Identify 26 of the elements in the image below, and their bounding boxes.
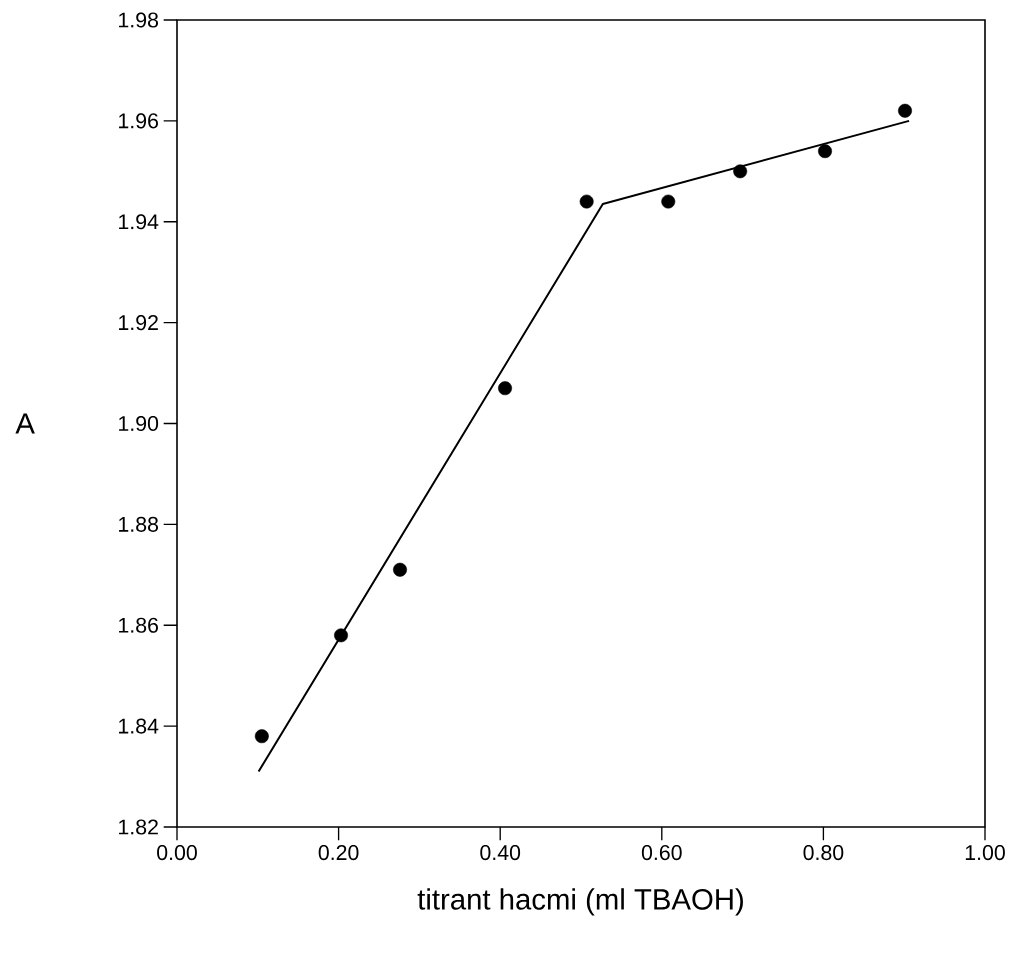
point (661, 194, 676, 209)
y-tick-label: 1.88 (119, 516, 159, 532)
y-axis-title: A (15, 413, 35, 434)
x-tick-label: 0.00 (157, 845, 197, 861)
point (498, 381, 512, 396)
y-tick-label: 1.98 (119, 12, 159, 28)
x-axis-title: titrant hacmi (ml TBAOH) (417, 888, 743, 916)
point (393, 562, 407, 577)
x-tick-label: 0.80 (803, 845, 844, 861)
point (733, 164, 748, 179)
y-tick-label: 1.86 (119, 617, 158, 633)
x-tick-label: 0.20 (318, 845, 359, 861)
point (898, 103, 912, 118)
point (334, 628, 348, 643)
y-tick-label: 1.84 (119, 718, 159, 734)
x-tick-label: 1.00 (965, 845, 1005, 861)
y-tick-label: 1.96 (119, 113, 158, 129)
y-tick-label: 1.90 (119, 415, 159, 432)
point (254, 729, 269, 744)
point (579, 194, 594, 209)
y-tick-label: 1.94 (119, 214, 159, 230)
y-tick-label: 1.92 (119, 315, 158, 331)
x-tick-label: 0.60 (641, 845, 682, 861)
y-tick-label: 1.82 (119, 819, 158, 835)
point (818, 144, 832, 159)
x-tick-label: 0.40 (480, 845, 521, 861)
